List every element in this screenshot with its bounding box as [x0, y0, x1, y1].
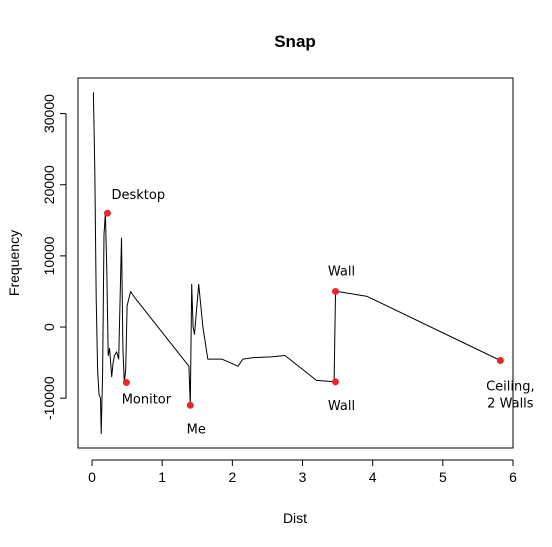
x-axis: 0 1 2 3 4 5 6 [88, 459, 517, 485]
plot-frame [77, 77, 514, 449]
highlighted-point [331, 378, 339, 386]
x-tick-label: 2 [228, 469, 236, 485]
x-tick-label: 6 [509, 469, 517, 485]
highlighted-points-layer [103, 209, 504, 409]
series-line [92, 92, 501, 435]
y-tick-label: 30000 [41, 94, 57, 133]
x-tick-label: 1 [158, 469, 166, 485]
y-axis-label: Frequency [6, 230, 22, 296]
x-tick-label: 5 [439, 469, 447, 485]
y-tick-label: -10000 [41, 376, 57, 420]
series-layer [92, 92, 501, 435]
point-annotation: Desktop [111, 188, 165, 203]
highlighted-point [103, 209, 111, 217]
point-annotation: Wall [328, 264, 355, 279]
point-annotation: Wall [328, 399, 355, 414]
highlighted-point [496, 356, 504, 364]
x-tick-label: 3 [299, 469, 307, 485]
point-annotation: Me [187, 422, 206, 437]
x-tick-label: 0 [88, 469, 96, 485]
point-annotation: Ceiling, 2 Walls [486, 379, 535, 411]
x-axis-label: Dist [283, 510, 307, 526]
point-annotation: Monitor [122, 393, 172, 408]
chart-title: Snap [274, 32, 316, 51]
x-tick-label: 4 [369, 469, 377, 485]
annotations-layer: Desktop Monitor Me Wall Wall Ceiling, 2 Walls [111, 188, 534, 437]
y-tick-label: 10000 [41, 236, 57, 275]
y-tick-label: 20000 [41, 165, 57, 204]
y-axis: -10000 0 10000 20000 30000 [41, 94, 67, 420]
highlighted-point [186, 401, 194, 409]
highlighted-point [331, 287, 339, 295]
y-tick-label: 0 [41, 323, 57, 331]
highlighted-point [122, 379, 130, 387]
